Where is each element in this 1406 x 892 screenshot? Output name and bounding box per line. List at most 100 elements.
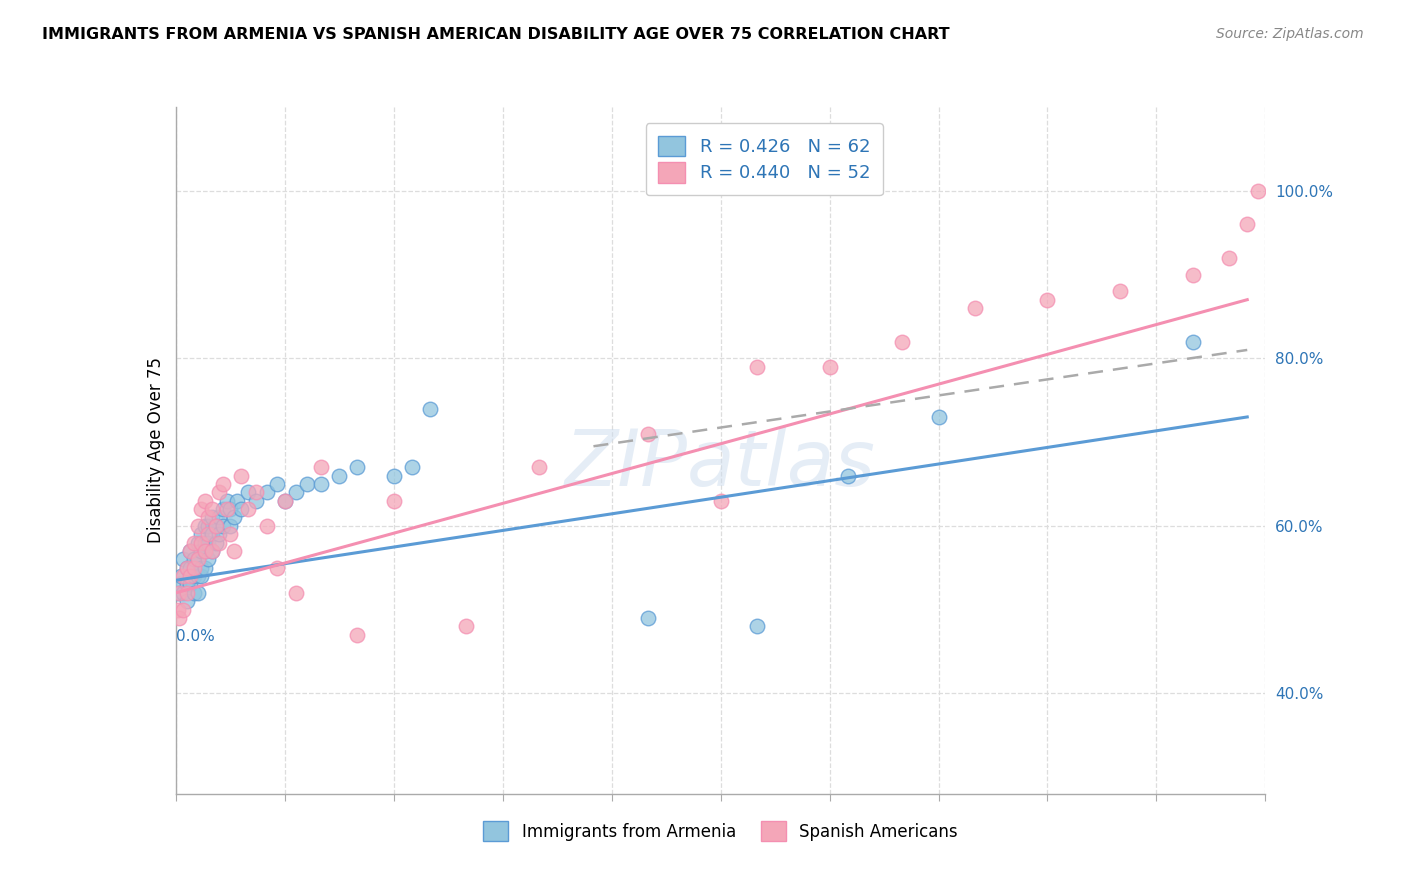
Point [401, 460, 423, 475]
Point [197, 510, 219, 524]
Point [197, 519, 219, 533]
Legend: Immigrants from Armenia, Spanish Americans: Immigrants from Armenia, Spanish America… [477, 814, 965, 847]
Point [891, 334, 914, 349]
Point [231, 468, 253, 483]
Point [194, 544, 217, 558]
Point [1036, 293, 1059, 307]
Point [201, 544, 224, 558]
Point [186, 552, 209, 566]
Point [176, 594, 198, 608]
Point [212, 519, 235, 533]
Point [219, 519, 242, 533]
Point [222, 544, 245, 558]
Point [183, 560, 205, 574]
Point [309, 477, 332, 491]
Point [190, 560, 212, 574]
Point [176, 560, 198, 574]
Point [201, 544, 224, 558]
Point [201, 527, 224, 541]
Point [190, 544, 212, 558]
Point [183, 535, 205, 549]
Point [710, 493, 733, 508]
Point [284, 586, 307, 600]
Point [1181, 334, 1204, 349]
Point [745, 619, 768, 633]
Point [197, 527, 219, 541]
Point [176, 577, 198, 591]
Point [172, 552, 194, 566]
Point [284, 485, 307, 500]
Point [204, 519, 226, 533]
Point [309, 460, 332, 475]
Point [208, 527, 231, 541]
Point [637, 611, 659, 625]
Point [527, 460, 550, 475]
Point [179, 544, 201, 558]
Point [245, 493, 267, 508]
Point [194, 519, 217, 533]
Point [1218, 251, 1240, 265]
Point [215, 493, 238, 508]
Y-axis label: Disability Age Over 75: Disability Age Over 75 [146, 358, 165, 543]
Point [186, 569, 209, 583]
Point [170, 569, 193, 583]
Point [190, 535, 212, 549]
Point [169, 611, 191, 625]
Point [238, 485, 260, 500]
Point [208, 510, 231, 524]
Point [231, 502, 253, 516]
Point [1109, 285, 1132, 299]
Point [328, 468, 350, 483]
Point [172, 569, 194, 583]
Point [194, 535, 217, 549]
Point [190, 569, 212, 583]
Text: 0.0%: 0.0% [176, 629, 215, 644]
Point [169, 586, 191, 600]
Point [215, 502, 238, 516]
Point [190, 527, 212, 541]
Point [183, 569, 205, 583]
Point [172, 602, 194, 616]
Point [212, 502, 235, 516]
Point [197, 552, 219, 566]
Point [194, 560, 217, 574]
Point [169, 577, 191, 591]
Point [197, 535, 219, 549]
Point [274, 493, 297, 508]
Text: ZIPatlas: ZIPatlas [565, 426, 876, 502]
Point [212, 477, 235, 491]
Point [166, 586, 188, 600]
Point [190, 502, 212, 516]
Point [256, 519, 278, 533]
Point [186, 586, 209, 600]
Point [201, 502, 224, 516]
Point [382, 493, 405, 508]
Point [172, 586, 194, 600]
Point [266, 560, 288, 574]
Point [346, 460, 368, 475]
Point [219, 527, 242, 541]
Point [274, 493, 297, 508]
Point [186, 552, 209, 566]
Point [186, 519, 209, 533]
Point [1247, 184, 1270, 198]
Point [745, 359, 768, 374]
Point [201, 510, 224, 524]
Point [194, 544, 217, 558]
Point [204, 519, 226, 533]
Point [818, 359, 841, 374]
Point [179, 544, 201, 558]
Point [238, 502, 260, 516]
Point [456, 619, 478, 633]
Point [179, 560, 201, 574]
Text: IMMIGRANTS FROM ARMENIA VS SPANISH AMERICAN DISABILITY AGE OVER 75 CORRELATION C: IMMIGRANTS FROM ARMENIA VS SPANISH AMERI… [42, 27, 950, 42]
Point [245, 485, 267, 500]
Point [963, 301, 986, 315]
Point [194, 493, 217, 508]
Point [419, 401, 441, 416]
Point [1236, 217, 1258, 231]
Point [179, 569, 201, 583]
Point [226, 493, 249, 508]
Point [208, 485, 231, 500]
Point [183, 552, 205, 566]
